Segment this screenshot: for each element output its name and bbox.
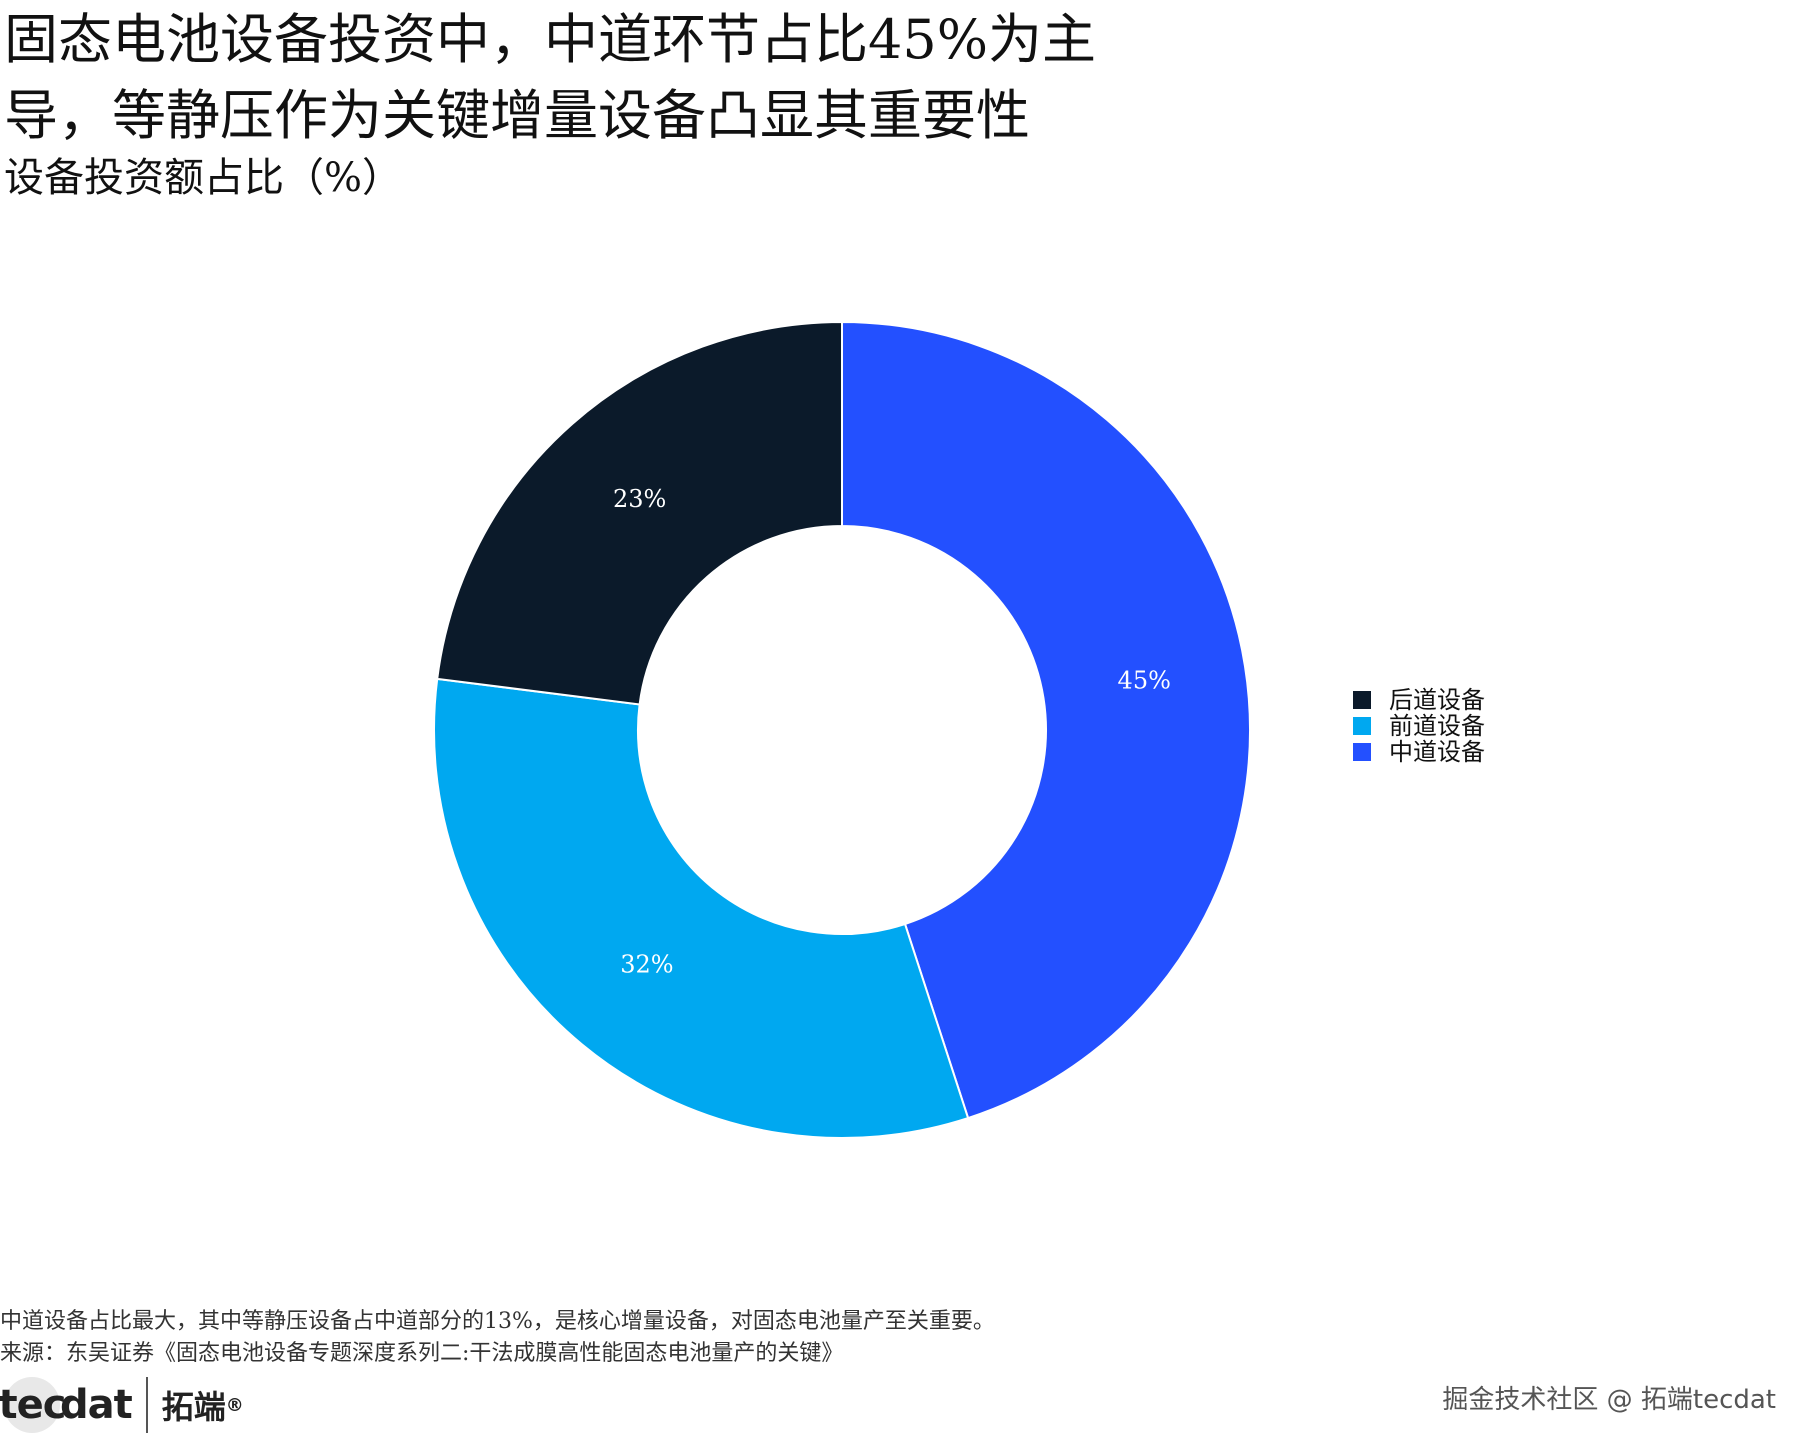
watermark: 掘金技术社区 @ 拓端tecdat: [1442, 1385, 1776, 1415]
legend: 后道设备 前道设备 中道设备: [1353, 687, 1485, 765]
legend-label: 中道设备: [1389, 738, 1485, 766]
logo-text-prefix: tec: [0, 1382, 66, 1428]
chart-note: 中道设备占比最大，其中等静压设备占中道部分的13%，是核心增量设备，对固态电池量…: [0, 1309, 995, 1334]
slice-value-label: 23%: [613, 485, 666, 513]
registered-mark: ®: [225, 1394, 244, 1416]
tecdat-logo: tec dat 拓端 ®: [0, 1372, 244, 1438]
donut-slice-1: [433, 677, 970, 1139]
donut-slice-2: [436, 320, 843, 706]
logo-circle: tec: [0, 1377, 66, 1433]
legend-swatch: [1353, 691, 1371, 709]
slice-value-label: 32%: [620, 950, 673, 978]
legend-label: 后道设备: [1389, 686, 1485, 714]
legend-item: 中道设备: [1353, 739, 1485, 765]
legend-label: 前道设备: [1389, 712, 1485, 740]
legend-swatch: [1353, 743, 1371, 761]
chart-source: 来源：东吴证券《固态电池设备专题深度系列二:干法成膜高性能固态电池量产的关键》: [0, 1341, 844, 1366]
chart-subtitle: 设备投资额占比（%）: [4, 155, 403, 201]
slice-value-label: 45%: [1118, 667, 1171, 695]
donut-slice-0: [841, 320, 1251, 1120]
legend-swatch: [1353, 717, 1371, 735]
logo-divider: [145, 1377, 148, 1433]
logo-chinese: 拓端: [161, 1388, 226, 1426]
donut-chart: 45% 32% 23%: [433, 320, 1251, 1139]
logo-mark: tec dat: [0, 1377, 133, 1433]
legend-item: 后道设备: [1353, 687, 1485, 713]
chart-title: 固态电池设备投资中，中道环节占比45%为主导，等静压作为关键增量设备凸显其重要性: [4, 8, 1097, 147]
logo-text-suffix: dat: [60, 1382, 133, 1428]
legend-item: 前道设备: [1353, 713, 1485, 739]
